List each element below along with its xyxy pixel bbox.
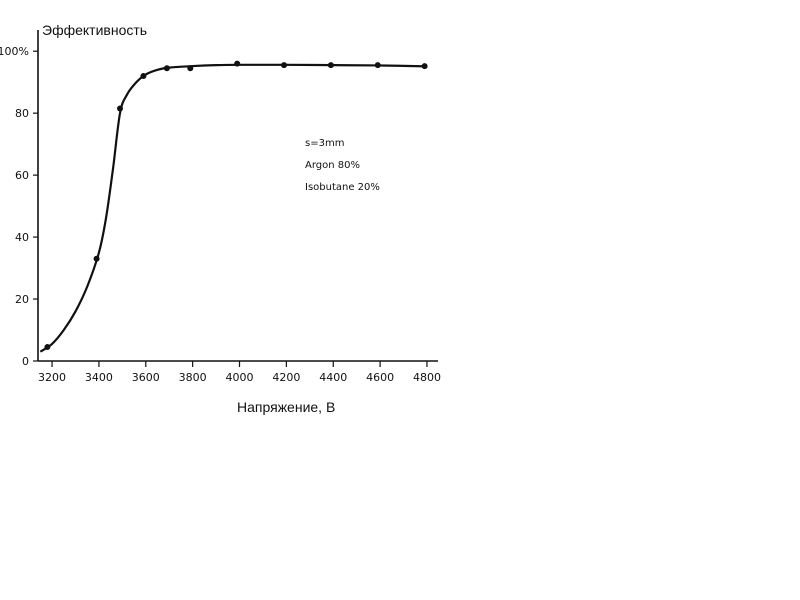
annotation-line: Argon 80% [305,160,360,171]
data-point [44,344,51,351]
fit-curve [39,63,427,353]
y-tick-label: 100% [0,45,29,58]
data-point [281,62,288,69]
y-tick-label: 80 [15,107,29,120]
annotation-line: s=3mm [305,138,344,149]
data-point [140,72,147,79]
x-tick-label: 3800 [179,371,207,384]
x-axis-title: Напряжение, В [237,399,335,415]
x-tick-label: 3200 [38,371,66,384]
axes: 0 20 40 60 80 100% 3200 3400 3600 3800 4000 4200 440… [0,30,441,384]
data-points-layer [44,60,428,351]
data-point [163,65,170,72]
x-tick-label: 4600 [366,371,394,384]
data-point [234,60,241,67]
data-point [421,63,428,70]
data-point [374,62,381,69]
y-tick-label: 60 [15,169,29,182]
fit-curve-layer [39,63,427,353]
data-point [93,255,100,262]
y-tick-label: 40 [15,231,29,244]
data-point [327,62,334,69]
y-tick-label: 20 [15,293,29,306]
data-point [187,65,194,72]
x-tick-label: 4800 [413,371,441,384]
annotation-block: s=3mm Argon 80% Isobutane 20% [305,138,380,193]
y-tick-label: 0 [22,355,29,368]
x-tick-label: 4000 [226,371,254,384]
x-tick-label: 3600 [132,371,160,384]
y-axis-title: Эффективность [42,22,147,38]
x-tick-label: 4400 [319,371,347,384]
annotation-line: Isobutane 20% [305,182,380,193]
x-tick-label: 4200 [272,371,300,384]
data-point [117,105,124,112]
x-tick-label: 3400 [85,371,113,384]
